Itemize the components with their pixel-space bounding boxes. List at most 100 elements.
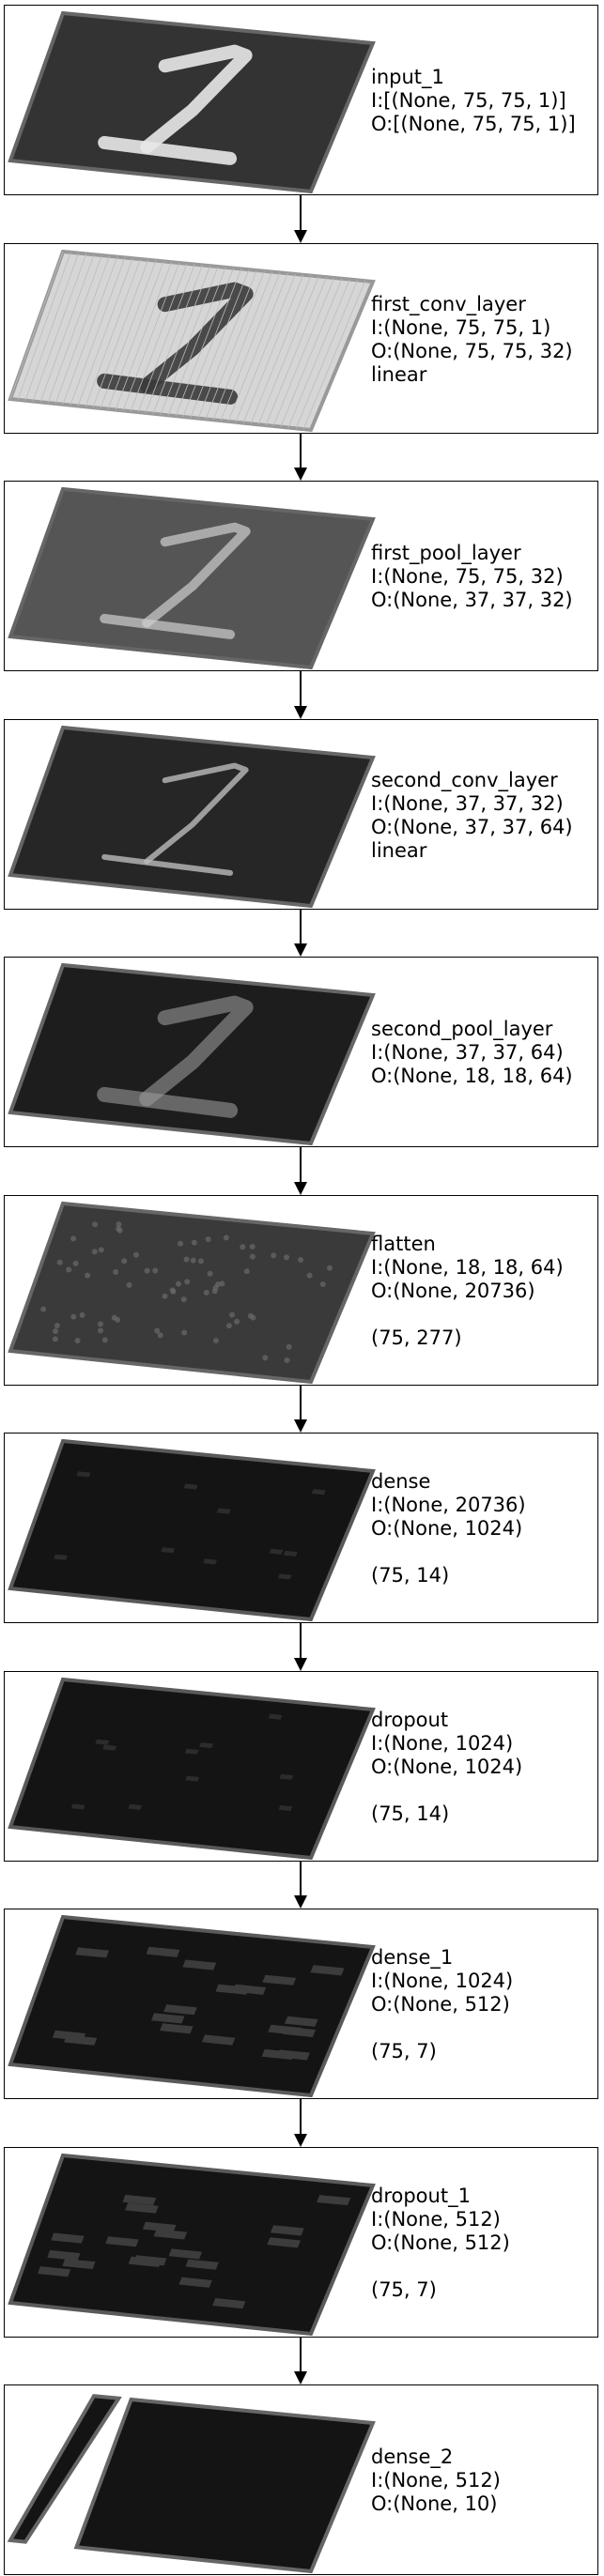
noise-dot bbox=[326, 1265, 333, 1271]
layer-label: second_conv_layer I:(None, 37, 37, 32) O:(… bbox=[371, 769, 573, 863]
activation-block bbox=[122, 2194, 157, 2205]
layer-name: second_conv_layer bbox=[371, 769, 558, 791]
activation-plane bbox=[73, 2397, 376, 2574]
noise-dot bbox=[176, 1280, 182, 1287]
layer-box-first_conv_layer: first_conv_layer I:(None, 75, 75, 1) O:(No… bbox=[4, 243, 598, 434]
digit-stroke bbox=[101, 853, 234, 876]
layer-box-dense_2: dense_2 I:(None, 512) O:(None, 10) bbox=[4, 2384, 598, 2575]
arrow-shaft bbox=[300, 1386, 302, 1421]
arrow-head-icon bbox=[294, 2371, 307, 2384]
noise-dot bbox=[190, 1257, 196, 1264]
digit-stroke bbox=[98, 135, 238, 165]
noise-dot bbox=[283, 1254, 289, 1261]
activation-block bbox=[75, 1947, 109, 1958]
layer-visualization bbox=[8, 10, 376, 194]
activation-block bbox=[284, 2016, 318, 2027]
grid-texture bbox=[212, 271, 273, 421]
activation-plane bbox=[7, 2394, 122, 2544]
layer-input-shape: I:(None, 37, 37, 64) bbox=[371, 1041, 564, 1064]
layer-viz-shape: (75, 7) bbox=[371, 2278, 437, 2301]
grid-texture bbox=[257, 276, 319, 425]
arrow-head-icon bbox=[294, 943, 307, 957]
arrow-shaft bbox=[300, 2338, 302, 2373]
activation-block bbox=[185, 2259, 219, 2270]
layer-visualization bbox=[8, 962, 376, 1146]
noise-dot bbox=[286, 1343, 292, 1350]
layer-name: second_pool_layer bbox=[371, 1018, 553, 1040]
layer-visualization bbox=[8, 1438, 376, 1622]
layer-name: dense_2 bbox=[371, 2446, 454, 2468]
layer-name: first_conv_layer bbox=[371, 293, 526, 315]
layer-output-shape: O:(None, 1024) bbox=[371, 1756, 523, 1778]
activation-block bbox=[267, 2237, 302, 2248]
noise-dot bbox=[85, 1272, 91, 1279]
blank-line bbox=[371, 1541, 526, 1564]
layer-visualization bbox=[8, 2153, 376, 2337]
layer-input-shape: I:(None, 75, 75, 32) bbox=[371, 565, 564, 588]
layer-input-shape: I:(None, 512) bbox=[371, 2469, 501, 2492]
arrow-shaft bbox=[300, 1147, 302, 1184]
noise-dot bbox=[271, 1252, 277, 1259]
activation-block bbox=[38, 2266, 71, 2277]
noise-dot bbox=[116, 1225, 122, 1232]
noise-dot bbox=[203, 1289, 209, 1296]
arrow-shaft bbox=[300, 671, 302, 708]
layer-visualization bbox=[8, 249, 376, 433]
noise-dot bbox=[116, 1221, 122, 1228]
grid-texture bbox=[9, 251, 64, 400]
noise-dot bbox=[180, 1296, 187, 1303]
blank-line bbox=[371, 1303, 564, 1326]
arrow-shaft bbox=[300, 1862, 302, 1897]
blank-line bbox=[371, 2255, 510, 2278]
grid-texture bbox=[32, 253, 87, 402]
layer-activation: linear bbox=[371, 363, 427, 386]
grid-texture bbox=[70, 257, 126, 406]
noise-dot bbox=[219, 1280, 225, 1287]
layer-visualization bbox=[8, 725, 376, 909]
layer-visualization bbox=[8, 1914, 376, 2098]
grid-texture bbox=[100, 260, 157, 409]
grid-texture bbox=[272, 277, 335, 427]
noise-dot bbox=[169, 1287, 176, 1294]
layer-label: first_pool_layer I:(None, 75, 75, 32) O:(N… bbox=[371, 542, 573, 612]
activation-block bbox=[125, 2202, 159, 2214]
activation-plane bbox=[8, 725, 376, 909]
arrow-head-icon bbox=[294, 230, 307, 243]
noise-dot bbox=[79, 1311, 85, 1318]
noise-dot bbox=[243, 1268, 250, 1275]
noise-dot bbox=[113, 1269, 119, 1276]
layer-label: input_1 I:[(None, 75, 75, 1)] O:[(None, 75… bbox=[371, 66, 576, 136]
noise-dot bbox=[207, 1270, 213, 1277]
noise-dot bbox=[97, 1321, 103, 1327]
activation-block bbox=[185, 1775, 200, 1782]
grid-texture bbox=[182, 268, 242, 418]
layer-output-shape: O:(None, 1024) bbox=[371, 1517, 523, 1540]
activation-block bbox=[178, 2277, 212, 2288]
noise-dot bbox=[184, 1279, 191, 1285]
digit-stroke bbox=[139, 282, 254, 393]
activation-block bbox=[151, 2013, 185, 2024]
layer-box-dropout_1: dropout_1 I:(None, 512) O:(None, 512) (75,… bbox=[4, 2147, 598, 2338]
arrow-head-icon bbox=[294, 2134, 307, 2147]
activation-plane bbox=[8, 1438, 376, 1622]
activation-block bbox=[216, 1508, 231, 1514]
layer-input-shape: I:[(None, 75, 75, 1)] bbox=[371, 89, 566, 112]
grid-texture bbox=[17, 252, 71, 400]
activation-block bbox=[203, 1558, 217, 1565]
activation-block bbox=[76, 1471, 91, 1478]
layer-visualization bbox=[8, 1677, 376, 1861]
grid-texture bbox=[47, 254, 102, 404]
activation-block bbox=[277, 1573, 292, 1580]
activation-block bbox=[47, 2249, 81, 2261]
noise-dot bbox=[98, 1247, 104, 1253]
activation-block bbox=[153, 2229, 188, 2240]
noise-dot bbox=[212, 1338, 219, 1344]
layer-viz-shape: (75, 277) bbox=[371, 1326, 462, 1349]
grid-texture bbox=[287, 279, 350, 428]
grid-texture bbox=[190, 269, 250, 418]
grid-texture bbox=[77, 258, 133, 406]
noise-dot bbox=[98, 1327, 104, 1334]
activation-plane bbox=[8, 1201, 376, 1385]
activation-plane bbox=[8, 1677, 376, 1861]
noise-dot bbox=[211, 1288, 218, 1295]
